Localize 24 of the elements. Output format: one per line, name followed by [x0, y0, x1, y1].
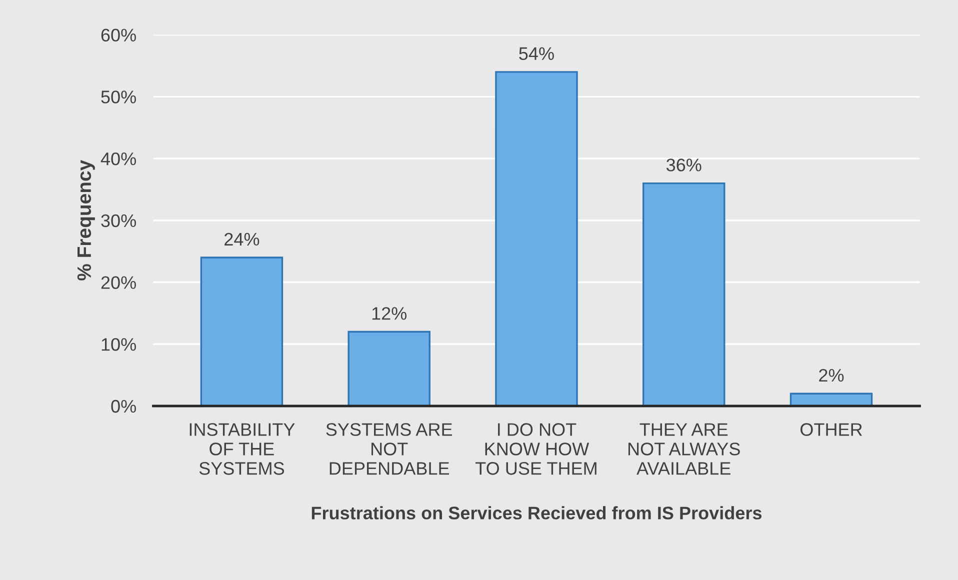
data-label: 24%	[224, 232, 260, 246]
y-tick-label: 20%	[101, 276, 136, 289]
data-label: 2%	[819, 368, 844, 382]
y-tick-label: 60%	[101, 28, 136, 42]
x-tick-label: SYSTEMS ARE NOT DEPENDABLE	[326, 423, 452, 475]
data-label: 12%	[372, 307, 407, 320]
x-tick-label: INSTABILITY OF THE SYSTEMS	[190, 423, 295, 475]
y-tick-label: 40%	[100, 152, 136, 166]
x-tick-label: THEY ARE NOT ALWAYS AVAILABLE	[628, 423, 740, 475]
x-tick-label: OTHER	[800, 423, 862, 436]
y-tick-label: 0%	[111, 400, 136, 413]
bar	[642, 182, 726, 406]
data-label: 36%	[666, 158, 702, 172]
bar	[200, 256, 284, 406]
y-tick-label: 50%	[101, 90, 136, 104]
x-axis-title: Frustrations on Services Recieved from IS Providers	[312, 506, 762, 520]
x-tick-label: I DO NOT KNOW HOW TO USE THEM	[476, 423, 596, 475]
y-axis-title: % Frequency	[77, 160, 95, 280]
bar	[495, 71, 578, 406]
y-tick-label: 30%	[101, 214, 136, 228]
data-label: 54%	[519, 47, 554, 60]
bar	[348, 330, 430, 406]
y-tick-label: 10%	[102, 338, 136, 351]
bar	[790, 392, 873, 406]
